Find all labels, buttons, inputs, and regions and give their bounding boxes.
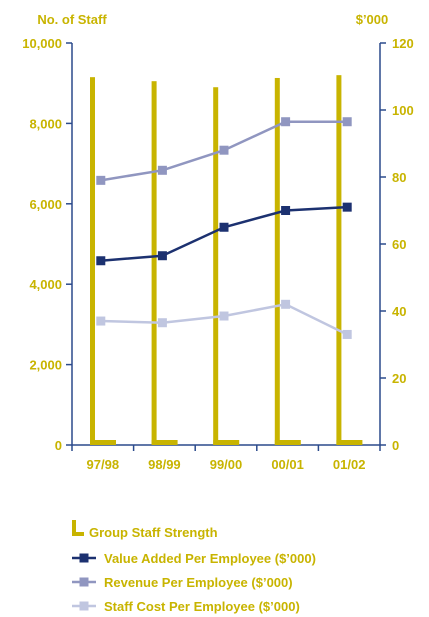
bar (213, 87, 240, 445)
legend-label: Group Staff Strength (89, 525, 218, 540)
bar-foot (274, 440, 301, 445)
value-added-line-path (100, 205, 348, 262)
bar-foot (336, 440, 363, 445)
legend-item-staff-cost: Staff Cost Per Employee ($’000) (72, 599, 300, 614)
bar-foot (213, 440, 240, 445)
data-point (342, 117, 352, 127)
right-tick-label: 120 (392, 36, 414, 51)
left-tick-label: 6,000 (29, 197, 62, 212)
right-tick-label: 100 (392, 103, 414, 118)
value-added-line (96, 202, 352, 266)
bar (336, 75, 363, 445)
data-point (96, 256, 106, 266)
legend-item-value-added: Value Added Per Employee ($’000) (72, 551, 316, 566)
data-point (281, 299, 291, 309)
data-point (157, 251, 167, 261)
legend-bar-swatch-stem (72, 520, 76, 536)
x-tick-label: 00/01 (271, 457, 304, 472)
legend-marker-swatch (79, 553, 89, 563)
data-point (219, 145, 229, 155)
data-point (157, 318, 167, 328)
left-tick-label: 4,000 (29, 277, 62, 292)
x-tick-label: 99/00 (210, 457, 243, 472)
data-point (219, 222, 229, 232)
legend-label: Value Added Per Employee ($’000) (104, 551, 316, 566)
data-point (281, 117, 291, 127)
bar-stem (213, 87, 219, 445)
data-point (219, 311, 229, 321)
bar-stem (274, 77, 280, 445)
left-axis-title: No. of Staff (37, 12, 107, 27)
bar-stem (90, 77, 95, 446)
x-tick-label: 01/02 (333, 457, 366, 472)
bar-foot (90, 440, 116, 445)
bar (90, 77, 116, 446)
data-point (342, 329, 352, 339)
bar (274, 77, 301, 445)
data-point (157, 165, 167, 175)
legend: Group Staff Strength Value Added Per Empl… (72, 520, 316, 614)
bar-stem (151, 81, 157, 445)
right-tick-label: 40 (392, 304, 406, 319)
data-point (96, 316, 106, 326)
bar (151, 81, 178, 445)
right-tick-label: 80 (392, 170, 406, 185)
legend-label: Revenue Per Employee ($’000) (104, 575, 293, 590)
right-tick-label: 20 (392, 371, 406, 386)
right-tick-label: 60 (392, 237, 406, 252)
revenue-line (96, 117, 352, 185)
legend-item-revenue: Revenue Per Employee ($’000) (72, 575, 293, 590)
data-point (96, 175, 106, 185)
legend-marker-swatch (79, 601, 89, 611)
x-tick-label: 98/99 (148, 457, 181, 472)
left-tick-label: 0 (55, 438, 62, 453)
data-point (342, 202, 352, 212)
legend-item-staff-strength: Group Staff Strength (72, 520, 218, 540)
line-series (96, 117, 352, 339)
legend-bar-swatch-foot (72, 532, 84, 536)
left-tick-label: 2,000 (29, 358, 62, 373)
right-axis-title: $’000 (356, 12, 389, 27)
bar-stem (336, 75, 342, 445)
left-tick-label: 8,000 (29, 116, 62, 131)
legend-marker-swatch (79, 577, 89, 587)
data-point (281, 206, 291, 215)
bar-foot (151, 440, 178, 445)
tick-labels: 0 2,000 4,000 6,000 8,000 10,000 0 20 40 60 80 100 1… (22, 12, 413, 472)
x-tick-label: 97/98 (87, 457, 120, 472)
left-tick-label: 10,000 (22, 36, 62, 51)
legend-label: Staff Cost Per Employee ($’000) (104, 599, 300, 614)
bar-series (90, 75, 363, 446)
right-tick-label: 0 (392, 438, 399, 453)
staff-cost-line (96, 299, 352, 339)
